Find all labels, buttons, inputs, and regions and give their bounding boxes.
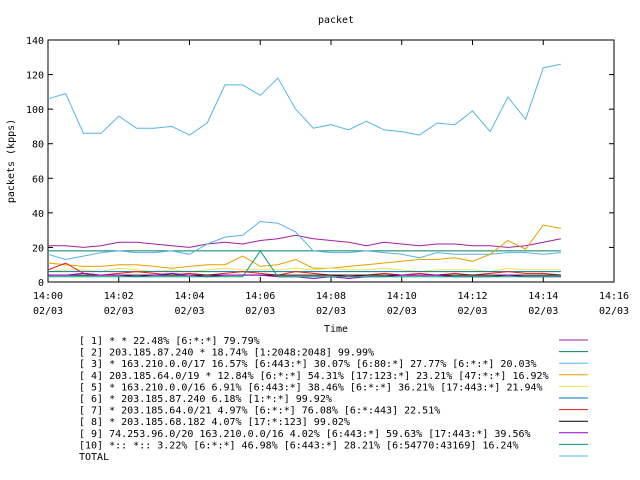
legend-entry-4: [ 4] 203.185.64.0/19 * 12.84% [6:*:*] 54… — [79, 371, 549, 382]
x-tick-label-time: 14:00 — [33, 291, 63, 302]
x-tick-label-time: 14:16 — [599, 291, 629, 302]
x-tick-label-date: 02/03 — [316, 306, 346, 317]
legend-entry-9: [ 9] 74.253.96.0/20 163.210.0.0/16 4.02%… — [79, 429, 531, 440]
x-tick-label-time: 14:12 — [457, 291, 487, 302]
x-tick-label-time: 14:08 — [316, 291, 346, 302]
y-axis: 0 20 40 60 80 100 120 140 — [26, 36, 614, 289]
series-line-11 — [47, 63, 561, 136]
series-line-3 — [47, 220, 561, 261]
legend: [ 1] * * 22.48% [6:*:*] 79.79%[ 2] 203.1… — [79, 336, 588, 463]
legend-entry-7: [ 7] * 203.185.64.0/21 4.97% [6:*:*] 76.… — [79, 406, 440, 417]
y-tick-label: 100 — [26, 105, 44, 116]
series-line-4 — [47, 224, 561, 269]
legend-entry-1: [ 1] * * 22.48% [6:*:*] 79.79% — [79, 336, 260, 347]
x-tick-label-time: 14:04 — [174, 291, 204, 302]
y-tick-label: 40 — [32, 209, 44, 220]
y-tick-label: 120 — [26, 71, 44, 82]
x-tick-label-date: 02/03 — [599, 306, 629, 317]
series-line-1 — [48, 234, 561, 248]
y-axis-label: packets (kpps) — [6, 119, 17, 203]
x-axis: 14:00 02/03 14:02 02/03 14:04 02/03 14:06 02/03… — [33, 40, 629, 317]
legend-entry-8: [ 8] * 203.185.68.182 4.07% [17:*:123] 9… — [79, 417, 350, 428]
chart-title: packet — [318, 15, 354, 26]
legend-entry-2: [ 2] 203.185.87.240 * 18.74% [1:2048:204… — [79, 348, 374, 359]
x-tick-label-time: 14:10 — [387, 291, 417, 302]
legend-entry-6: [ 6] * 203.185.87.240 6.18% [1:*:*] 99.9… — [79, 394, 332, 405]
series-line-5 — [47, 267, 561, 273]
plot-frame — [47, 39, 615, 283]
y-tick-label: 60 — [32, 174, 44, 185]
x-tick-label-date: 02/03 — [457, 306, 487, 317]
legend-entry-10: [10] *:: *:: 3.22% [6:*:*] 46.98% [6:443… — [79, 440, 519, 451]
y-tick-label: 140 — [26, 36, 44, 47]
x-axis-label: Time — [324, 324, 348, 335]
y-tick-label: 0 — [38, 278, 44, 289]
series-line-10 — [48, 250, 561, 278]
x-tick-label-date: 02/03 — [174, 306, 204, 317]
x-tick-label-date: 02/03 — [528, 306, 558, 317]
x-tick-label-date: 02/03 — [387, 306, 417, 317]
x-tick-label-date: 02/03 — [245, 306, 275, 317]
y-tick-label: 80 — [32, 140, 44, 151]
legend-entry-5: [ 5] * 163.210.0.0/16 6.91% [6:443:*] 38… — [79, 382, 543, 393]
x-tick-label-time: 14:06 — [245, 291, 275, 302]
y-tick-label: 20 — [32, 243, 44, 254]
x-tick-label-time: 14:02 — [104, 291, 134, 302]
x-tick-label-time: 14:14 — [528, 291, 558, 302]
x-tick-label-date: 02/03 — [104, 306, 134, 317]
legend-entry-11: TOTAL — [79, 452, 109, 463]
legend-entry-3: [ 3] * 163.210.0.0/17 16.57% [6:443:*] 3… — [79, 359, 537, 370]
x-tick-label-date: 02/03 — [33, 306, 63, 317]
series-lines — [47, 63, 561, 280]
